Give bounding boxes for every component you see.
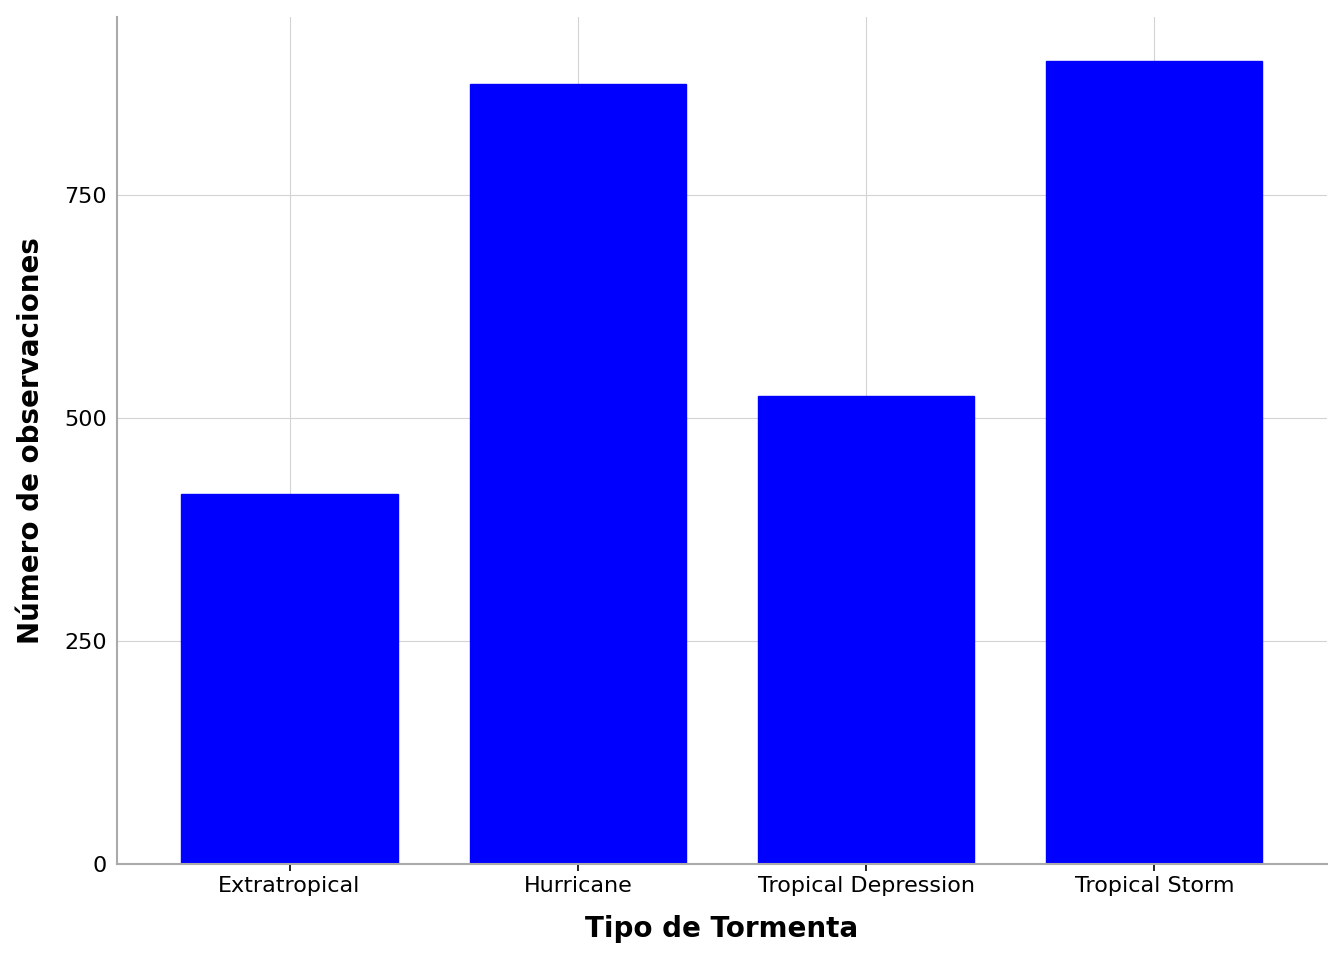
X-axis label: Tipo de Tormenta: Tipo de Tormenta <box>586 915 859 944</box>
Bar <box>469 84 685 864</box>
Bar <box>1046 61 1262 864</box>
Bar <box>758 396 974 864</box>
Bar <box>181 493 398 864</box>
Y-axis label: Número de observaciones: Número de observaciones <box>16 237 44 644</box>
